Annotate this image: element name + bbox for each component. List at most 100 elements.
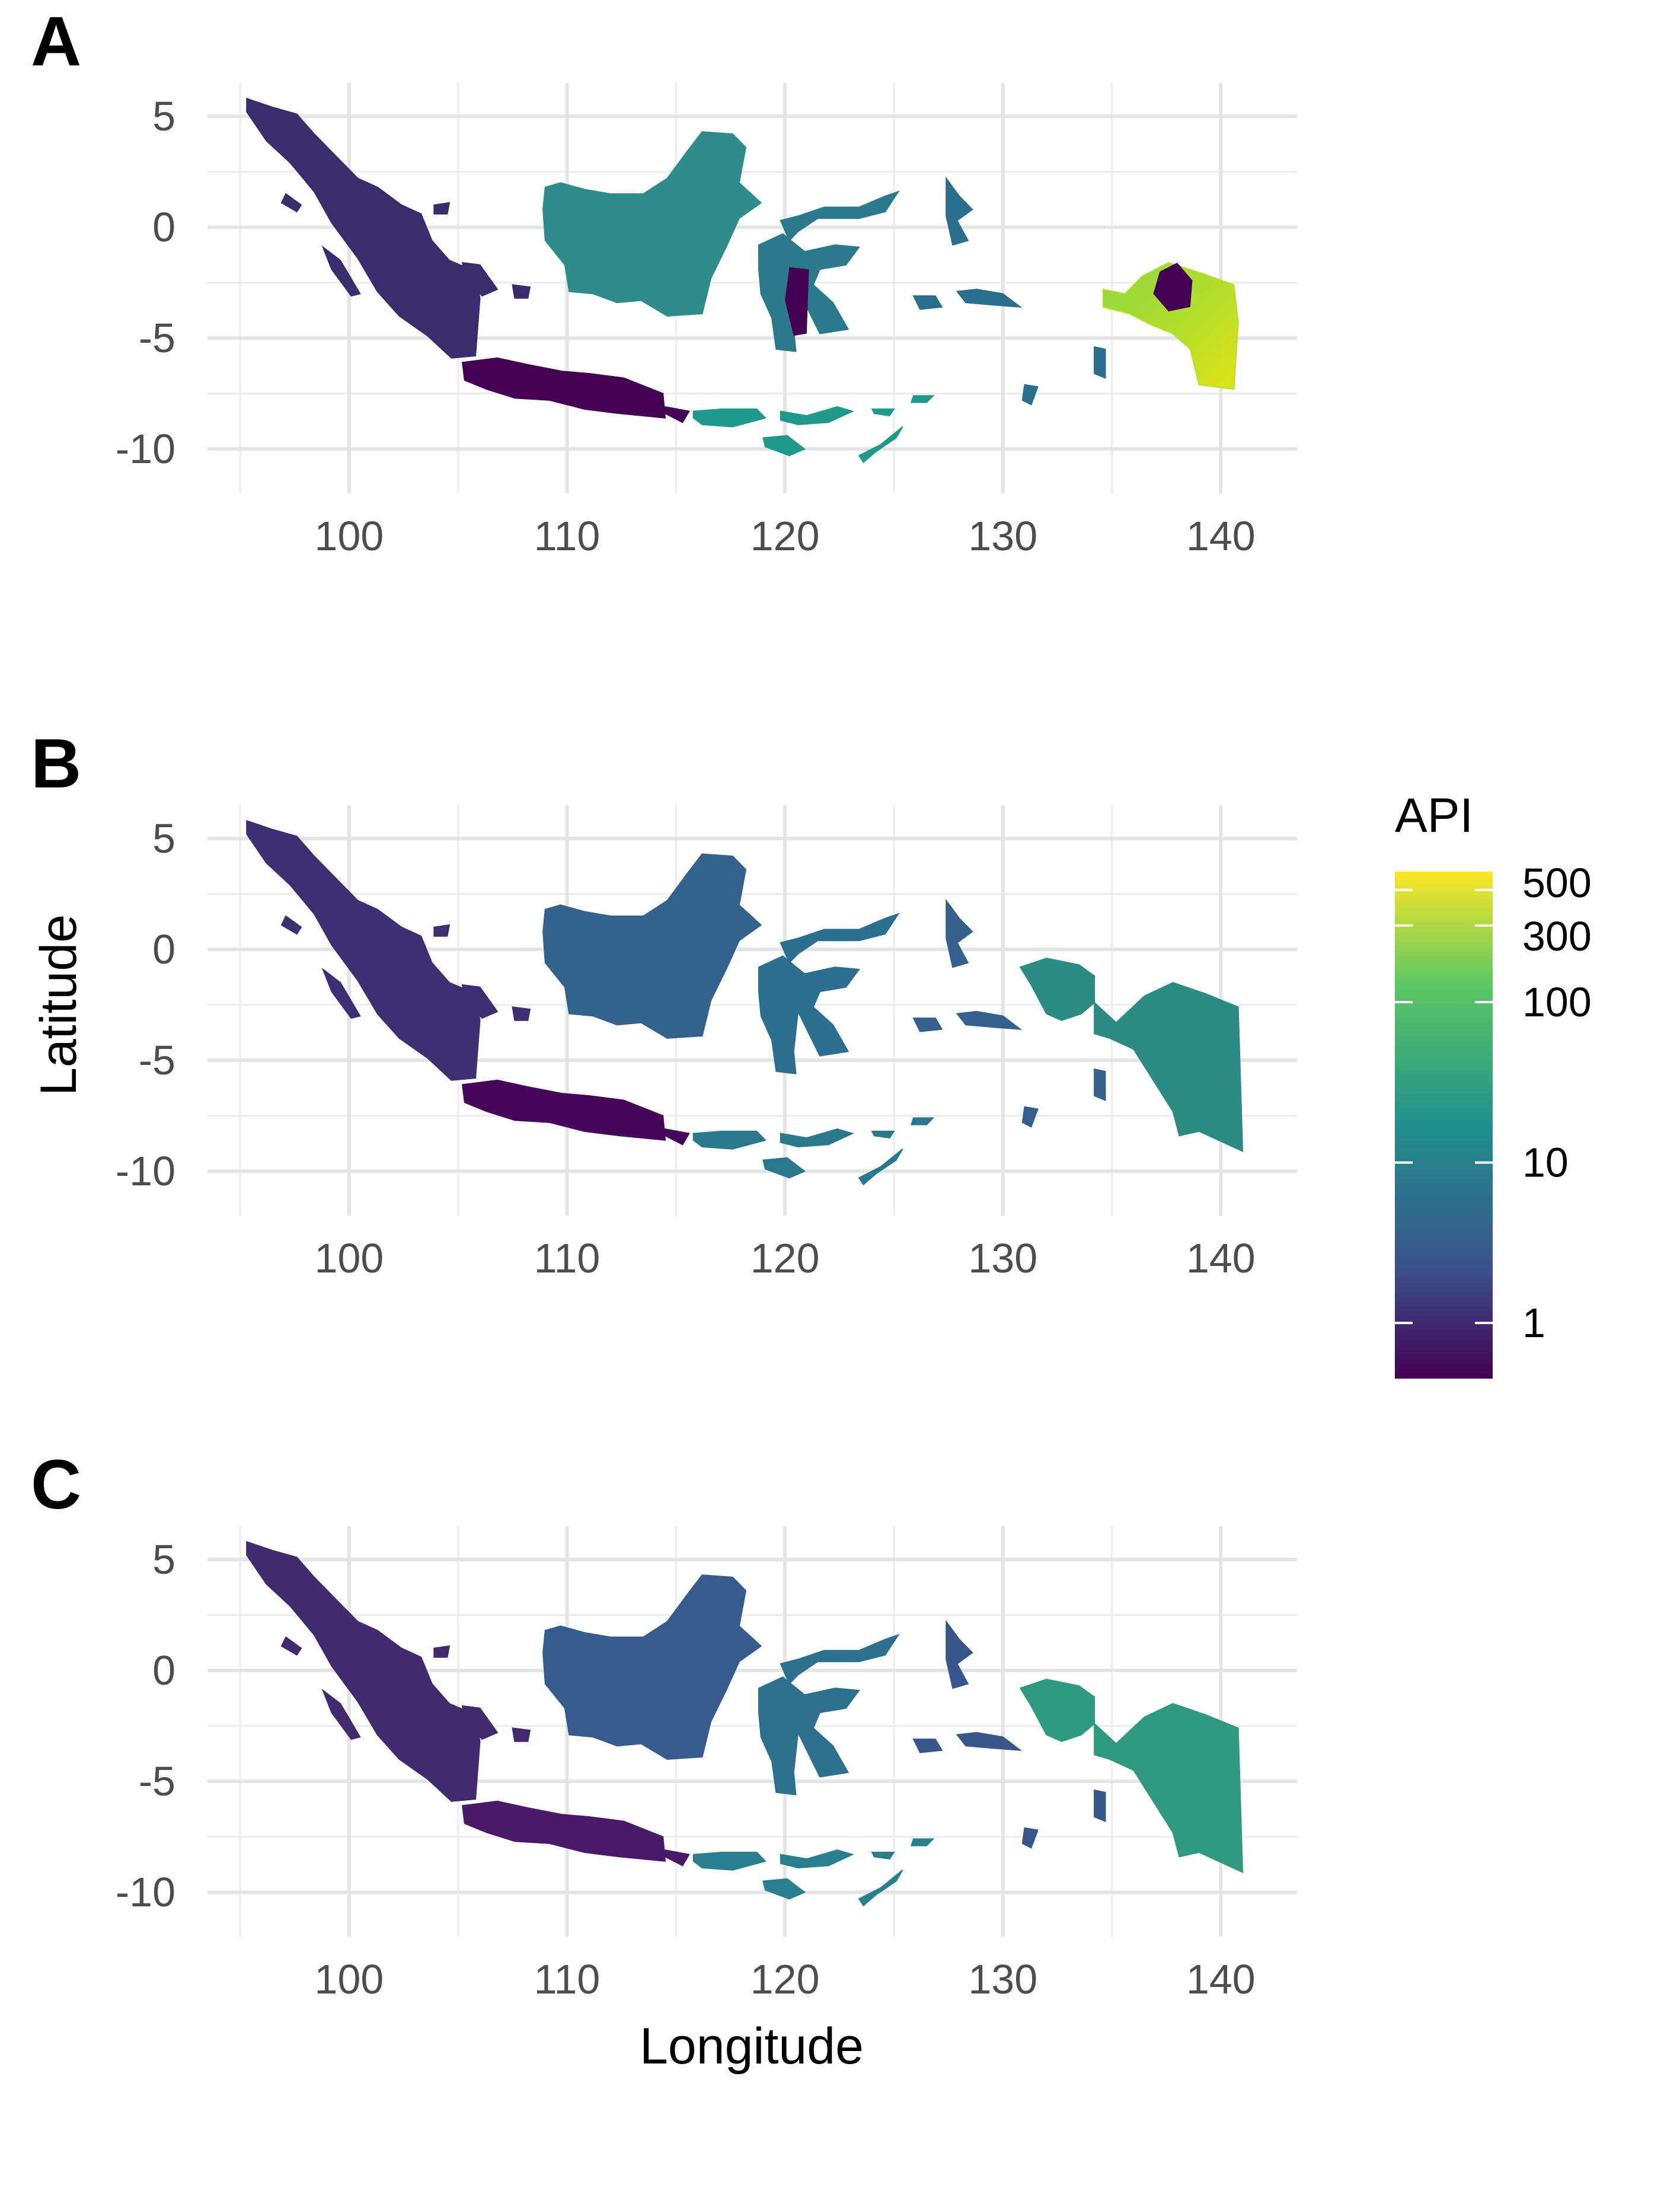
- region-sulawesi-c: [758, 955, 860, 1074]
- x-tick-label: 120: [750, 513, 820, 559]
- panel-label: C: [31, 1446, 81, 1524]
- x-tick-label: 140: [1186, 1956, 1256, 2002]
- region-kalimantan: [542, 131, 762, 317]
- region-wetar: [910, 1838, 935, 1846]
- region-java: [461, 1800, 666, 1862]
- x-tick-label: 130: [968, 1956, 1037, 2002]
- x-tick-label: 100: [315, 513, 384, 559]
- region-bali: [665, 1128, 690, 1146]
- legend-tick-label: 100: [1522, 979, 1592, 1025]
- color-legend: API 1 10 100 300 500: [1395, 789, 1592, 1379]
- x-tick-label: 130: [968, 513, 1037, 559]
- region-lombok-sumbawa: [692, 408, 767, 428]
- x-tick-label: 100: [315, 1235, 384, 1281]
- region-bangka: [461, 261, 499, 297]
- region-kai-aru: [1094, 1068, 1106, 1101]
- region-timor: [858, 1149, 903, 1186]
- region-sumatra: [246, 97, 481, 359]
- region-belitung: [512, 284, 531, 299]
- region-bangka: [461, 984, 499, 1019]
- region-mentawai: [321, 1688, 361, 1740]
- region-wetar: [910, 395, 935, 403]
- region-halmahera: [946, 898, 973, 968]
- region-alor: [871, 1851, 895, 1860]
- x-tick-label: 120: [750, 1235, 820, 1281]
- y-tick-label: 0: [152, 1647, 175, 1693]
- region-tanimbar: [1021, 1106, 1039, 1128]
- region-alor: [871, 1130, 895, 1139]
- land-areas: [246, 819, 1244, 1186]
- region-flores: [780, 406, 854, 426]
- region-lombok-sumbawa: [692, 1851, 767, 1871]
- region-sumatra: [246, 1540, 481, 1802]
- x-tick-label: 140: [1186, 1235, 1256, 1281]
- x-tick-label: 130: [968, 1235, 1037, 1281]
- region-sumatra: [246, 819, 481, 1081]
- region-timor: [858, 1870, 903, 1907]
- y-tick-label: 5: [152, 1536, 175, 1583]
- region-tanimbar: [1021, 1827, 1039, 1849]
- legend-tick-label: 300: [1522, 913, 1592, 959]
- region-sulawesi-n: [780, 1634, 900, 1685]
- y-axis-title: Latitude: [30, 914, 87, 1096]
- region-belitung: [512, 1727, 531, 1742]
- region-timor: [858, 426, 903, 464]
- region-flores: [780, 1849, 854, 1869]
- region-java: [461, 1079, 666, 1141]
- y-tick-label: 5: [152, 815, 175, 862]
- region-sumba: [762, 435, 806, 457]
- legend-tick-label: 1: [1522, 1300, 1545, 1346]
- x-tick-label: 110: [534, 1235, 601, 1281]
- y-tick-label: 5: [152, 93, 175, 139]
- region-mentawai: [321, 967, 361, 1019]
- region-papua-main: [1102, 261, 1239, 390]
- region-alor: [871, 408, 895, 417]
- region-lombok-sumbawa: [692, 1130, 767, 1150]
- region-papua-bird: [1019, 958, 1095, 1021]
- region-sulawesi-c: [758, 233, 860, 352]
- region-halmahera: [946, 1619, 973, 1689]
- region-buru: [912, 1018, 943, 1032]
- legend-title: API: [1395, 789, 1473, 843]
- region-kalimantan: [542, 1574, 762, 1760]
- region-nias: [280, 915, 302, 935]
- region-sumba: [762, 1878, 806, 1900]
- region-sulawesi-c: [758, 1676, 860, 1795]
- papua-district-low: [1153, 262, 1193, 312]
- region-nias: [280, 193, 302, 213]
- region-papua-bird: [1019, 1679, 1095, 1742]
- region-bali: [665, 1849, 690, 1867]
- map-panel-a: A 100 110 120 130 140 -10 -5 0 5: [31, 2, 1297, 559]
- region-java: [461, 357, 666, 419]
- region-belitung: [512, 1006, 531, 1021]
- y-tick-label: -10: [116, 1869, 175, 1915]
- region-buru: [912, 295, 943, 310]
- region-seram: [956, 1010, 1023, 1031]
- y-tick-label: -5: [139, 1758, 175, 1804]
- region-papua-main: [1094, 1703, 1244, 1874]
- legend-tick-label: 500: [1522, 860, 1592, 906]
- land-areas: [246, 97, 1239, 464]
- x-tick-label: 120: [750, 1956, 820, 2002]
- x-tick-label: 100: [315, 1956, 384, 2002]
- region-seram: [956, 288, 1023, 308]
- region-nias: [280, 1636, 302, 1656]
- y-tick-label: 0: [152, 204, 175, 250]
- region-mentawai: [321, 245, 361, 297]
- region-kai-aru: [1094, 1789, 1106, 1822]
- y-tick-label: -10: [116, 1148, 175, 1194]
- region-seram: [956, 1731, 1023, 1752]
- panel-label: B: [31, 725, 81, 803]
- region-bali: [665, 406, 690, 423]
- x-axis-title: Longitude: [640, 2018, 864, 2075]
- region-riau: [433, 1645, 451, 1658]
- x-tick-label: 110: [534, 513, 601, 559]
- region-papua-main: [1094, 982, 1244, 1153]
- y-tick-label: -5: [139, 315, 175, 361]
- region-tanimbar: [1021, 384, 1039, 406]
- panel-label: A: [31, 2, 81, 81]
- region-bangka: [461, 1705, 499, 1740]
- region-riau: [433, 924, 451, 937]
